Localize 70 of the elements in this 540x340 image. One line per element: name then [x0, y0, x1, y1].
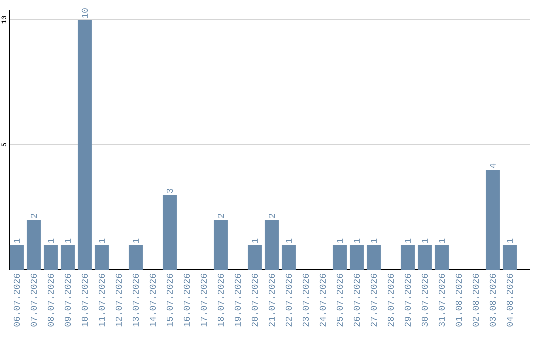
data-label: 1	[507, 238, 513, 244]
bar	[502, 245, 517, 270]
bar	[332, 245, 347, 270]
data-label: 1	[252, 238, 258, 244]
data-label: 1	[99, 238, 105, 244]
x-tick-label: 15.07.2026	[166, 274, 174, 327]
data-label: 2	[268, 214, 275, 218]
x-tick-label: 06.07.2026	[14, 274, 20, 327]
x-tick-label: 27.07.2026	[370, 274, 378, 327]
bar	[26, 220, 41, 270]
x-tick-label: 01.08.2026	[456, 274, 462, 327]
bar	[434, 245, 449, 270]
x-tick-label: 07.07.2026	[30, 274, 38, 327]
x-tick-label: 08.07.2026	[48, 274, 54, 327]
x-tick-label: 18.07.2026	[218, 274, 224, 327]
data-label: 1	[48, 238, 54, 244]
x-tick-label: 25.07.2026	[336, 274, 344, 327]
x-tick-label: 21.07.2026	[268, 274, 276, 327]
bar	[400, 245, 415, 270]
bar	[486, 170, 500, 270]
data-label: 3	[166, 188, 174, 194]
x-tick-label: 04.08.2026	[506, 274, 514, 327]
x-tick-label: 19.07.2026	[234, 274, 242, 327]
x-tick-label: 24.07.2026	[320, 274, 326, 327]
bar	[128, 245, 143, 270]
data-label: 1	[371, 238, 377, 244]
data-label: 1	[422, 238, 428, 244]
x-tick-label: 17.07.2026	[200, 274, 208, 327]
x-tick-label: 09.07.2026	[64, 274, 72, 327]
x-tick-label: 30.07.2026	[422, 274, 428, 327]
data-label: 2	[30, 214, 37, 218]
data-label: 2	[218, 214, 224, 218]
x-tick-label: 14.07.2026	[150, 274, 156, 327]
x-tick-label: 10.07.2026	[82, 274, 88, 327]
bar	[366, 245, 381, 270]
x-tick-label: 20.07.2026	[252, 274, 258, 327]
bar	[214, 220, 228, 270]
data-label: 1	[14, 238, 20, 244]
bar	[282, 245, 296, 270]
bar	[162, 195, 177, 270]
x-tick-label: 28.07.2026	[388, 274, 394, 327]
data-label: 1	[354, 238, 360, 244]
x-tick-label: 03.08.2026	[490, 274, 496, 327]
bar	[350, 245, 364, 270]
data-label: 1	[439, 238, 445, 244]
data-label: 4	[490, 164, 496, 168]
data-label: 1	[405, 238, 411, 244]
bar	[60, 245, 75, 270]
x-tick-label: 16.07.2026	[184, 274, 190, 327]
data-label: 1	[337, 238, 343, 244]
x-tick-label: 02.08.2026	[472, 274, 480, 327]
bar	[44, 245, 58, 270]
x-tick-label: 11.07.2026	[98, 274, 106, 327]
x-tick-label: 12.07.2026	[116, 274, 122, 327]
bar	[264, 220, 279, 270]
bar	[10, 245, 24, 270]
bar	[418, 245, 432, 270]
bar	[78, 20, 92, 270]
bar	[248, 245, 262, 270]
x-tick-label: 26.07.2026	[354, 274, 360, 327]
data-label: 1	[286, 238, 292, 244]
data-label: 1	[133, 238, 139, 244]
x-tick-label: 23.07.2026	[302, 274, 310, 327]
x-tick-label: 13.07.2026	[132, 274, 140, 327]
x-tick-label: 31.07.2026	[438, 274, 446, 327]
x-tick-label: 29.07.2026	[404, 274, 412, 327]
data-label: 1	[65, 238, 71, 244]
data-label: 10	[82, 8, 88, 18]
bar	[94, 245, 109, 270]
x-tick-label: 22.07.2026	[286, 274, 292, 327]
